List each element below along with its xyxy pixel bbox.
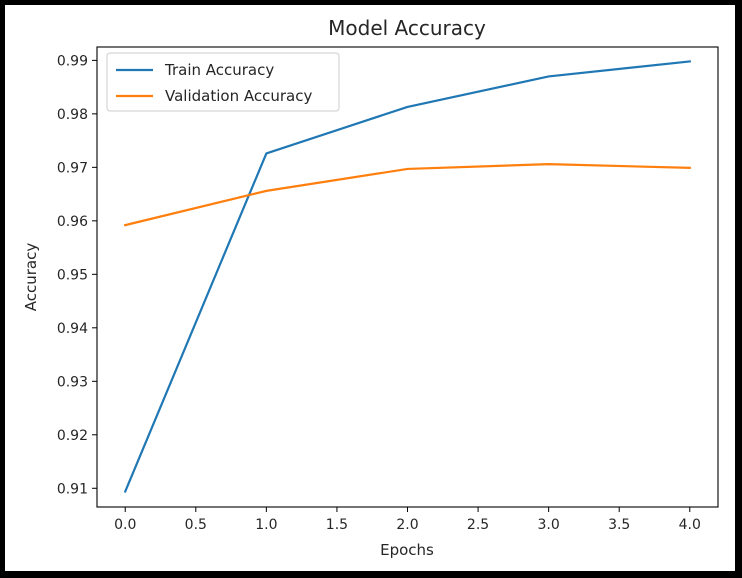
x-tick-label: 4.0 bbox=[679, 517, 701, 533]
series-line-1 bbox=[123, 60, 691, 493]
series-line-2 bbox=[123, 163, 691, 227]
legend-label-1: Train Accuracy bbox=[164, 61, 274, 79]
x-tick-label: 3.5 bbox=[608, 517, 630, 533]
y-tick-label: 0.99 bbox=[57, 53, 88, 69]
figure-canvas: Model Accuracy 0.0 0.5 1.0 1.5 2.0 2.5 3.0 3.5 4… bbox=[5, 5, 735, 571]
chart-title: Model Accuracy bbox=[328, 16, 486, 40]
x-axis-label: Epochs bbox=[380, 541, 434, 559]
y-tick-label: 0.93 bbox=[57, 374, 88, 390]
y-tick-label: 0.96 bbox=[57, 214, 88, 230]
legend-box bbox=[106, 52, 340, 112]
x-tick-label: 0.5 bbox=[185, 517, 207, 533]
x-tick-label: 0.0 bbox=[114, 517, 136, 533]
y-tick-label: 0.98 bbox=[57, 107, 88, 123]
y-axis-label: Accuracy bbox=[22, 243, 40, 312]
y-tick-label: 0.94 bbox=[57, 321, 88, 337]
y-tick-label: 0.95 bbox=[57, 267, 88, 283]
y-tick-label: 0.91 bbox=[57, 481, 88, 497]
x-tick-label: 1.0 bbox=[255, 517, 277, 533]
accuracy-line-chart: Model Accuracy 0.0 0.5 1.0 1.5 2.0 2.5 3.0 3.5 4… bbox=[22, 16, 719, 559]
x-tick-label: 2.0 bbox=[396, 517, 418, 533]
y-tick-label: 0.97 bbox=[57, 160, 88, 176]
plot-frame bbox=[96, 46, 719, 508]
legend-label-2: Validation Accuracy bbox=[165, 87, 312, 105]
x-tick-label: 2.5 bbox=[467, 517, 489, 533]
x-tick-label: 1.5 bbox=[326, 517, 348, 533]
x-tick-label: 3.0 bbox=[538, 517, 560, 533]
y-tick-label: 0.92 bbox=[57, 428, 88, 444]
